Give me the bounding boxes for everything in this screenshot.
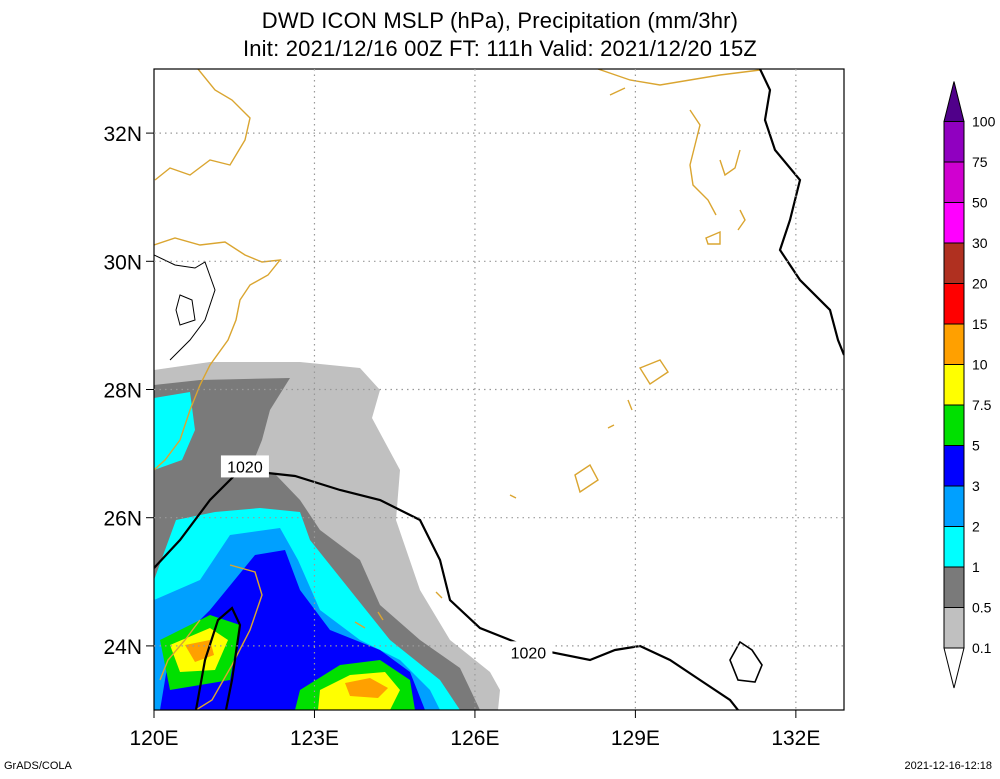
colorbar-box: [943, 161, 965, 203]
isobar-label: 1020: [227, 459, 263, 476]
colorbar-level-label: 100: [972, 114, 996, 130]
colorbar-max-triangle: [943, 81, 965, 122]
precipitation-colorbar: 0.1 0.5 1 2 3 5 7.5 10 15 20 30 50 75 100: [943, 81, 996, 689]
isobar-label: 1020: [511, 645, 547, 662]
colorbar-box: [943, 485, 965, 527]
precip-shade-orange: [185, 640, 388, 698]
isobar-taiwan: [194, 606, 242, 710]
colorbar-box: [943, 202, 965, 244]
taiwan-coastline: [159, 564, 263, 710]
latitude-labels: 24N 26N 28N 30N 32N: [103, 123, 142, 659]
isobar-small-loop: [729, 640, 763, 683]
colorbar-level-label: 10: [972, 357, 988, 373]
colorbar-level-label: 7.5: [972, 397, 992, 413]
software-credit: GrADS/COLA: [4, 760, 72, 772]
colorbar-box: [943, 323, 965, 365]
colorbar-level-label: 15: [972, 316, 988, 332]
precip-shade-yellow: [170, 628, 400, 710]
lat-tick-label: 28N: [103, 380, 142, 403]
ryukyu-islands: [354, 359, 669, 629]
precipitation-layer: [154, 362, 500, 710]
lat-tick-label: 30N: [103, 251, 142, 274]
coastline-layer: [154, 69, 761, 710]
isobar-labels: 1020 1020: [220, 455, 553, 664]
precip-shade-light-inner: [290, 400, 350, 442]
colorbar-level-label: 50: [972, 195, 988, 211]
isobar-label-background: [220, 455, 269, 478]
colorbar-level-label: 30: [972, 235, 988, 251]
colorbar-box: [943, 566, 965, 608]
colorbar-level-label: 0.1: [972, 640, 992, 656]
map-title: DWD ICON MSLP (hPa), Precipitation (mm/3…: [261, 8, 739, 33]
lon-tick-label: 132E: [771, 727, 820, 750]
colorbar-level-label: 1: [972, 559, 980, 575]
colorbar-box: [943, 404, 965, 446]
lon-tick-label: 120E: [129, 727, 178, 750]
colorbar-min-triangle: [943, 647, 965, 689]
isobar-north-thin: [154, 254, 216, 361]
colorbar-level-label: 20: [972, 276, 988, 292]
isobar-label-background: [504, 641, 553, 664]
timestamp: 2021-12-16-12:18: [904, 760, 992, 772]
lat-tick-label: 32N: [103, 123, 142, 146]
lat-tick-label: 24N: [103, 636, 142, 659]
colorbar-box: [943, 445, 965, 487]
map-subtitle: Init: 2021/12/16 00Z FT: 111h Valid: 202…: [242, 36, 758, 61]
colorbar-level-label: 5: [972, 438, 980, 454]
lon-tick-label: 126E: [450, 727, 499, 750]
colorbar-level-label: 2: [972, 519, 980, 535]
colorbar-box: [943, 242, 965, 284]
colorbar-box: [943, 607, 965, 649]
colorbar-box: [943, 283, 965, 325]
lat-tick-label: 26N: [103, 508, 142, 531]
grid-layer: [146, 69, 844, 718]
colorbar-box: [943, 526, 965, 568]
lon-tick-label: 129E: [611, 727, 660, 750]
colorbar-level-label: 0.5: [972, 600, 992, 616]
china-coastline: [154, 69, 282, 471]
longitude-labels: 120E 123E 126E 129E 132E: [129, 727, 820, 750]
colorbar-box: [943, 121, 965, 163]
colorbar-box: [943, 364, 965, 406]
lon-tick-label: 123E: [290, 727, 339, 750]
korea-kyushu-coastline: [597, 69, 761, 245]
colorbar-level-label: 3: [972, 478, 980, 494]
isobar-east: [759, 69, 844, 356]
colorbar-level-label: 75: [972, 154, 988, 170]
